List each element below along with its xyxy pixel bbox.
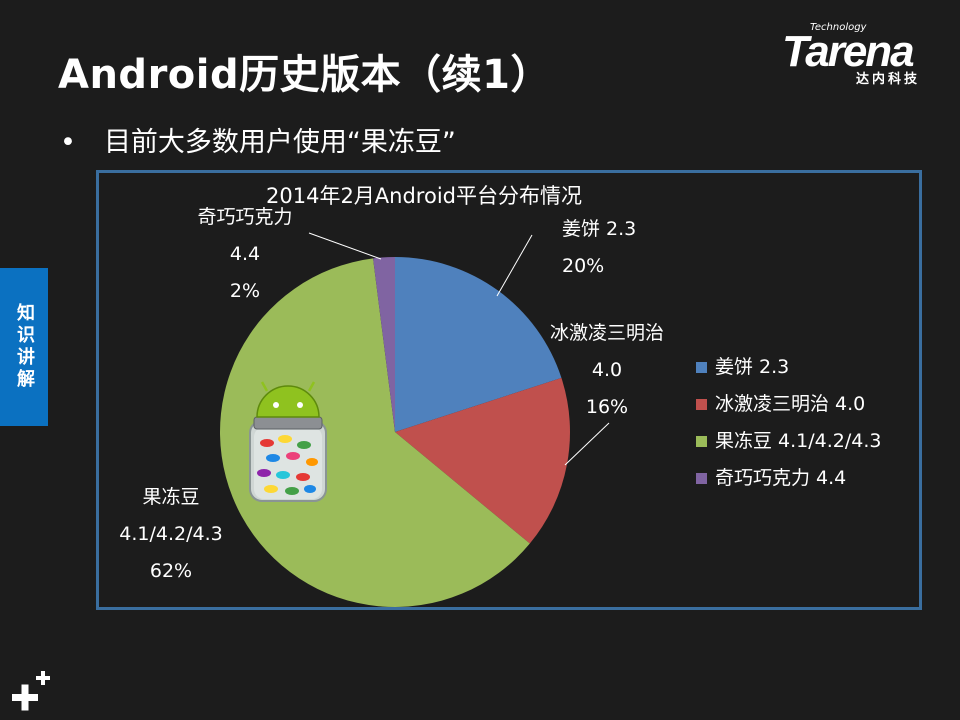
legend-label-3: 奇巧巧克力 4.4 [715,467,846,489]
slice-label-0-line-0: 姜饼 2.3 [562,218,636,240]
plus-plus-icon [12,671,50,711]
legend-swatch-2 [696,436,707,447]
bullet-text: 目前大多数用户使用“果冻豆” [103,127,456,158]
pie-slice-0 [395,257,562,432]
tarena-logo: Technology Tarena 达内科技 [782,20,944,87]
slice-label-3-line-0: 奇巧巧克力 [197,206,292,228]
logo-subtitle-text: 达内科技 [856,72,921,87]
chart-title: 2014年2月Android平台分布情况 [266,184,582,208]
slice-label-3-line-1: 4.4 [230,243,260,265]
side-tab-label: 知识讲解 [14,303,35,391]
slice-label-1-line-1: 4.0 [592,359,622,381]
slice-label-1-line-0: 冰激凌三明治 [550,322,664,344]
pie-chart: 2014年2月Android平台分布情况 姜饼 2.3 20% 冰激凌三明治 4.0 1… [119,184,882,607]
slice-label-2: 果冻豆 4.1/4.2/4.3 62% [119,486,222,582]
side-tab: 知识讲解 [0,268,48,426]
logo-brand-text: Tarena [782,27,915,76]
logo-technology-text: Technology [810,22,867,33]
slice-label-2-line-0: 果冻豆 [142,486,199,508]
legend-swatch-3 [696,473,707,484]
chart-frame: 2014年2月Android平台分布情况 姜饼 2.3 20% 冰激凌三明治 4.0 1… [96,170,922,610]
leader-line-1 [564,422,610,466]
leader-line-0 [496,234,533,297]
slice-label-1: 冰激凌三明治 4.0 16% [550,322,664,418]
jelly-bean-jar-icon [249,381,327,502]
legend-swatch-0 [696,362,707,373]
pie-slice-1 [395,377,570,544]
slice-label-3-line-2: 2% [230,280,260,302]
slice-label-3: 奇巧巧克力 4.4 2% [197,206,292,302]
legend-label-0: 姜饼 2.3 [715,356,789,378]
legend-label-2: 果冻豆 4.1/4.2/4.3 [715,430,882,452]
bullet-dot-icon: • [60,127,76,158]
slice-label-2-line-1: 4.1/4.2/4.3 [119,523,222,545]
legend-swatch-1 [696,399,707,410]
slice-label-0-line-1: 20% [562,255,604,277]
legend-label-1: 冰激凌三明治 4.0 [715,393,865,415]
slice-label-0: 姜饼 2.3 20% [562,218,636,277]
slide-title: Android历史版本（续1） [58,52,551,98]
slice-label-2-line-2: 62% [150,560,192,582]
leader-line-3 [308,232,382,260]
pie-slice-2 [220,258,530,607]
slice-label-1-line-2: 16% [586,396,628,418]
bullet-point: • 目前大多数用户使用“果冻豆” [60,120,456,159]
pie-slice-3 [373,257,395,432]
